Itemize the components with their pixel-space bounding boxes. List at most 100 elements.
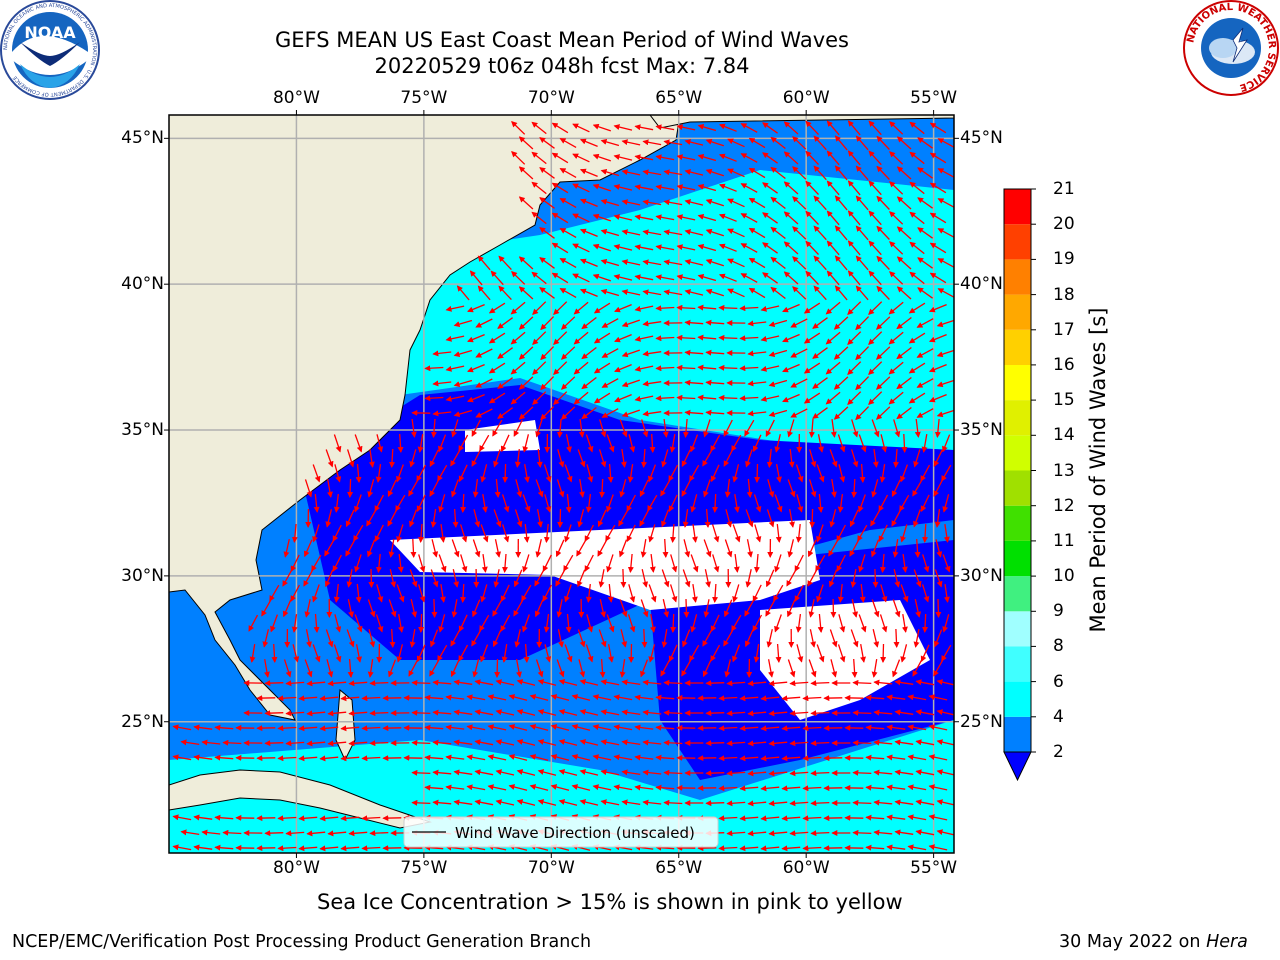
colorbar-tick-label: 19 [1053, 249, 1075, 270]
wave-direction-arrow [490, 270, 504, 286]
wave-direction-arrow [744, 419, 755, 437]
wave-direction-arrow [597, 509, 607, 528]
wave-direction-arrow [396, 644, 404, 663]
wave-direction-arrow [712, 493, 719, 513]
wave-direction-arrow [668, 464, 679, 482]
wave-direction-arrow [770, 166, 786, 180]
wave-direction-arrow [684, 139, 704, 146]
wave-direction-arrow [901, 554, 908, 573]
wave-direction-arrow [829, 449, 838, 468]
wave-direction-arrow [732, 644, 741, 663]
wave-direction-arrow [740, 123, 758, 133]
wave-direction-arrow [514, 449, 521, 468]
wave-direction-arrow [459, 524, 468, 543]
wave-direction-arrow [773, 584, 784, 602]
colorbar-tick-label: 9 [1053, 601, 1064, 622]
wave-direction-arrow [353, 524, 364, 542]
wave-direction-arrow [411, 769, 431, 776]
wave-direction-arrow [748, 227, 766, 239]
wave-direction-arrow [888, 361, 904, 375]
wave-direction-arrow [859, 584, 866, 603]
wave-direction-arrow [439, 524, 446, 543]
wave-direction-arrow [794, 584, 804, 602]
wave-direction-arrow [896, 256, 912, 270]
wave-direction-arrow [559, 228, 577, 238]
wave-direction-arrow [834, 135, 848, 151]
wave-direction-arrow [937, 198, 954, 208]
wave-direction-arrow [445, 305, 465, 312]
wave-direction-arrow [850, 568, 857, 588]
wave-direction-arrow [889, 151, 904, 165]
wave-direction-arrow [783, 211, 799, 225]
wave-direction-arrow [640, 448, 647, 468]
wave-direction-arrow [783, 241, 799, 255]
wave-direction-arrow [916, 408, 934, 418]
wave-direction-arrow [697, 154, 717, 162]
wave-direction-arrow [606, 614, 615, 633]
wave-direction-arrow [718, 334, 738, 341]
lon-tick-label-top: 70°W [527, 88, 575, 108]
wave-direction-arrow [732, 464, 740, 483]
wave-direction-arrow [627, 464, 634, 483]
wave-direction-arrow [579, 258, 598, 268]
wave-direction-arrow [766, 509, 775, 528]
wave-direction-arrow [346, 449, 355, 468]
wave-direction-arrow [855, 165, 869, 181]
wave-direction-arrow [896, 226, 912, 240]
wave-direction-arrow [593, 332, 611, 344]
wave-direction-arrow [560, 316, 576, 330]
wave-direction-arrow [606, 494, 614, 513]
wave-direction-arrow [790, 378, 808, 388]
wave-direction-arrow [563, 554, 574, 572]
wave-direction-arrow [585, 434, 594, 453]
wave-direction-arrow [437, 644, 448, 662]
wave-direction-arrow [368, 568, 375, 588]
wave-direction-arrow [282, 569, 293, 587]
wave-direction-arrow [347, 599, 355, 618]
wave-direction-arrow [697, 274, 717, 282]
wave-direction-arrow [914, 599, 922, 618]
colorbar-tick-label: 13 [1053, 460, 1075, 481]
wave-direction-arrow [458, 614, 468, 633]
wave-direction-arrow [613, 124, 633, 131]
wave-direction-arrow [523, 524, 530, 543]
wave-direction-arrow [682, 629, 691, 648]
wave-direction-arrow [481, 554, 488, 573]
wave-direction-arrow [855, 135, 869, 151]
wave-direction-arrow [807, 569, 818, 587]
wave-direction-arrow [614, 333, 632, 343]
wave-direction-arrow [684, 289, 704, 296]
wave-direction-arrow [518, 316, 534, 330]
wave-direction-arrow [815, 554, 826, 572]
wave-direction-arrow [397, 613, 404, 633]
wave-direction-arrow [727, 168, 745, 178]
wave-direction-arrow [871, 419, 880, 438]
wave-direction-arrow [369, 740, 389, 747]
wave-direction-arrow [795, 464, 804, 483]
wave-direction-arrow [613, 244, 633, 251]
wave-direction-arrow [283, 539, 290, 558]
wave-direction-arrow [576, 539, 587, 557]
wave-direction-arrow [668, 644, 678, 663]
wave-direction-arrow [261, 599, 272, 617]
wave-direction-arrow [290, 554, 300, 572]
landmass-cuba [169, 769, 432, 829]
wave-direction-arrow [661, 449, 669, 468]
wave-direction-arrow [494, 539, 502, 558]
wave-direction-arrow [762, 212, 778, 224]
wave-direction-arrow [775, 643, 782, 663]
wave-direction-arrow [817, 613, 824, 633]
wave-direction-arrow [535, 419, 543, 438]
wave-direction-arrow [374, 494, 384, 512]
wave-direction-arrow [661, 569, 670, 588]
wave-direction-arrow [501, 494, 510, 513]
wave-direction-arrow [584, 554, 594, 572]
wave-direction-arrow [796, 494, 804, 513]
wave-direction-arrow [409, 569, 418, 588]
wave-direction-arrow [662, 599, 670, 618]
wave-direction-arrow [572, 153, 590, 163]
wave-direction-arrow [889, 211, 904, 225]
wave-direction-arrow [647, 494, 658, 512]
wave-direction-arrow [828, 539, 839, 557]
wave-direction-arrow [606, 434, 615, 453]
